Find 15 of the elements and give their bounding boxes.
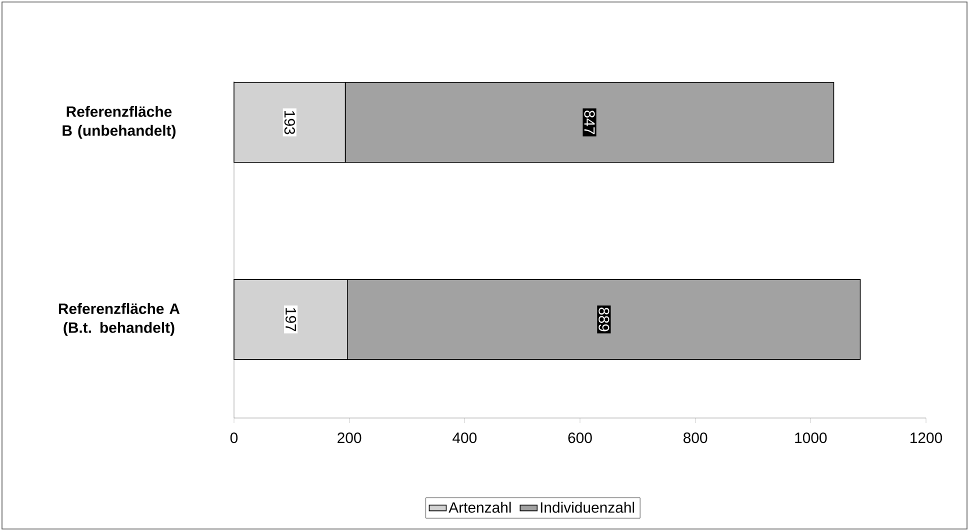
x-tick-label: 400 xyxy=(452,432,477,444)
x-tick-label: 1000 xyxy=(795,432,827,444)
x-tick-label: 200 xyxy=(338,432,362,444)
legend-label: Artenzahl xyxy=(448,502,511,513)
data-label: 193 xyxy=(284,111,295,134)
x-tick-label: 600 xyxy=(568,432,592,444)
data-label: 847 xyxy=(584,110,595,134)
data-label: 197 xyxy=(286,308,296,332)
x-tick-label: 1200 xyxy=(910,432,942,444)
data-label: 889 xyxy=(598,308,610,332)
y-tick-label: Referenzfläche B (unbehandelt) xyxy=(62,106,176,139)
x-tick-label: 800 xyxy=(684,432,708,444)
y-tick-label: Referenzfläche A (B.t. behandelt) xyxy=(58,303,180,336)
legend-label: Individuenzahl xyxy=(540,502,634,513)
x-tick-label: 0 xyxy=(230,432,238,444)
